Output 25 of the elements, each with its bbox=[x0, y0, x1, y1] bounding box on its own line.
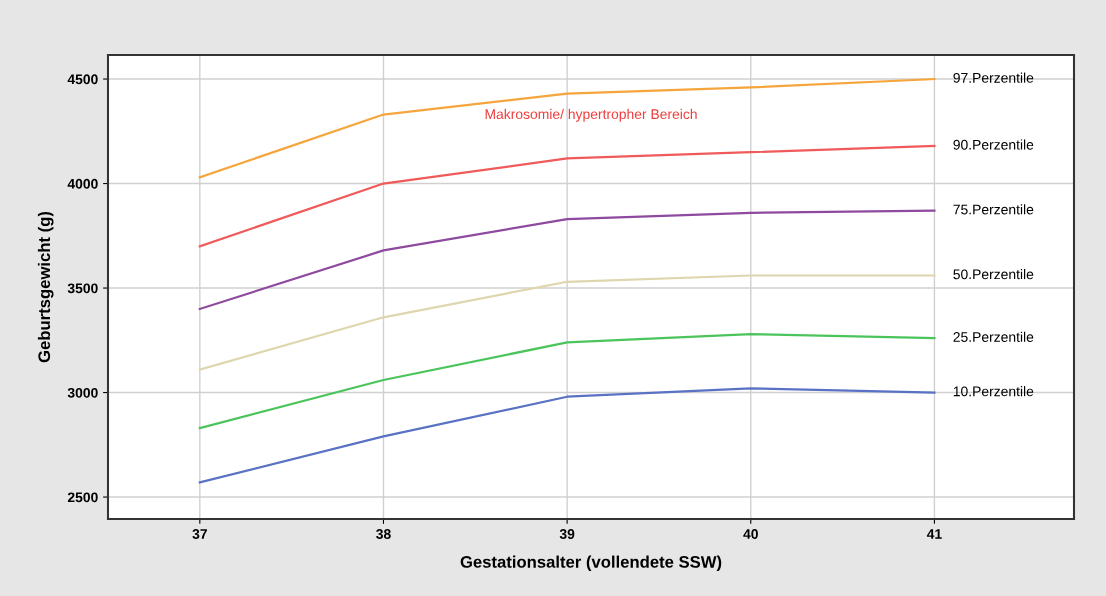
line-series bbox=[198, 332, 936, 430]
y-axis-title: Geburtsgewicht (g) bbox=[37, 211, 54, 363]
x-tick-label: 41 bbox=[926, 529, 942, 539]
series-label: 50.Perzentile bbox=[953, 269, 1034, 280]
y-tick-label: 3000 bbox=[67, 387, 98, 398]
x-tick-label: 40 bbox=[743, 529, 758, 539]
line-series bbox=[198, 77, 936, 179]
y-tick-label: 4500 bbox=[67, 74, 98, 85]
y-tick-label: 3500 bbox=[67, 283, 98, 294]
x-tick-label: 38 bbox=[376, 529, 391, 539]
line-series bbox=[198, 144, 936, 248]
x-tick-label: 37 bbox=[192, 529, 207, 539]
series-label: 97.Perzentile bbox=[953, 72, 1034, 83]
line-series bbox=[198, 209, 936, 311]
y-tick-label: 2500 bbox=[67, 492, 98, 503]
x-axis-title: Gestationsalter (vollendete SSW) bbox=[460, 555, 722, 572]
line-series bbox=[198, 274, 936, 371]
x-tick-label: 39 bbox=[559, 529, 575, 539]
series-label: 25.Perzentile bbox=[953, 331, 1034, 342]
series-label: 90.Perzentile bbox=[953, 139, 1034, 150]
series-label: 10.Perzentile bbox=[953, 386, 1034, 397]
series-label: 75.Perzentile bbox=[953, 204, 1034, 215]
annotation: Makrosomie/ hypertropher Bereich bbox=[485, 108, 697, 122]
line-series bbox=[198, 387, 936, 484]
y-tick-label: 4000 bbox=[67, 178, 98, 189]
